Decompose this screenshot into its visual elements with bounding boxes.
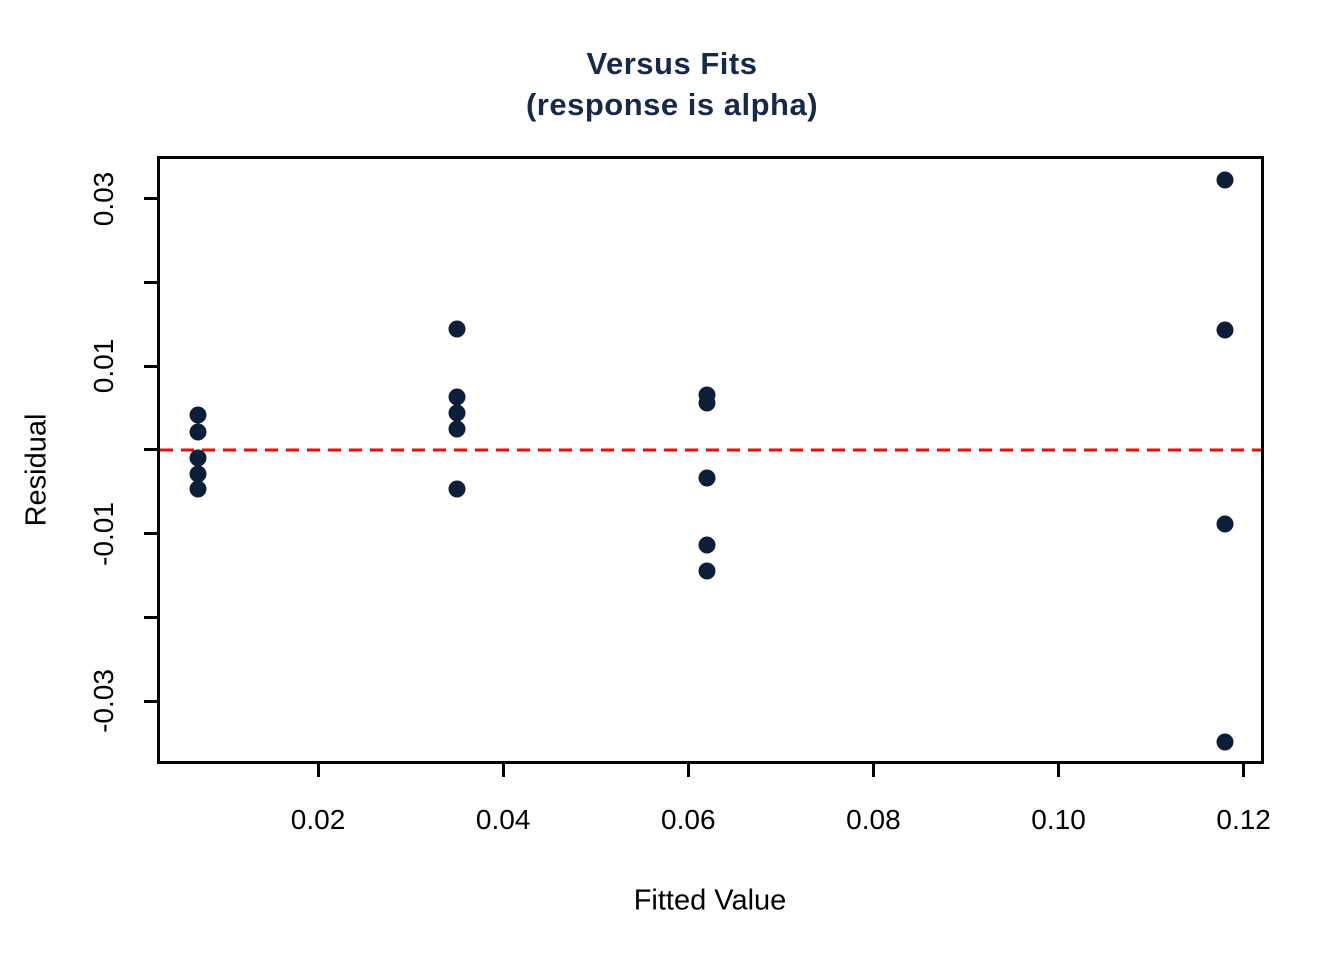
y-axis-tick	[144, 280, 157, 284]
x-axis-tick	[501, 764, 505, 777]
data-point	[448, 388, 466, 406]
data-point	[1216, 171, 1234, 189]
y-axis-title: Residual	[20, 413, 53, 527]
y-axis-tick	[144, 197, 157, 201]
data-point	[189, 480, 207, 498]
data-point	[1216, 321, 1234, 339]
y-tick-label: 0.03	[88, 171, 119, 226]
x-tick-label: 0.06	[661, 804, 716, 835]
data-point	[448, 420, 466, 438]
zero-reference-line	[160, 448, 1261, 452]
x-tick-label: 0.04	[475, 804, 531, 835]
data-point	[189, 449, 207, 467]
y-axis-tick	[144, 364, 157, 368]
x-tick-label: 0.10	[1031, 804, 1086, 835]
data-point	[698, 469, 716, 487]
data-point	[1216, 733, 1234, 751]
data-point	[698, 562, 716, 580]
x-axis-title: Fitted Value	[633, 884, 787, 917]
data-point	[448, 480, 466, 498]
y-axis-tick	[144, 615, 157, 619]
x-axis-tick	[316, 764, 320, 777]
x-tick-label: 0.08	[846, 804, 901, 835]
y-axis-tick	[144, 699, 157, 703]
data-point	[189, 423, 207, 441]
y-tick-label: -0.01	[88, 501, 119, 566]
y-axis-tick	[144, 532, 157, 536]
x-axis-tick	[1057, 764, 1061, 777]
data-point	[448, 404, 466, 422]
data-point	[448, 320, 466, 338]
x-tick-label: 0.12	[1216, 804, 1271, 835]
data-point	[1216, 515, 1234, 533]
x-tick-label: 0.02	[290, 804, 346, 835]
x-axis-tick	[871, 764, 875, 777]
data-point	[189, 406, 207, 424]
chart-title: Versus Fits	[586, 46, 758, 81]
x-axis-tick	[1242, 764, 1246, 777]
data-point	[698, 394, 716, 412]
data-point	[189, 465, 207, 483]
x-axis-tick	[686, 764, 690, 777]
y-tick-label: 0.01	[88, 338, 119, 394]
y-axis-tick	[144, 448, 157, 452]
y-tick-label: -0.03	[88, 669, 119, 734]
data-point	[698, 536, 716, 554]
plot-area	[157, 156, 1264, 764]
chart-subtitle: (response is alpha)	[525, 87, 819, 122]
